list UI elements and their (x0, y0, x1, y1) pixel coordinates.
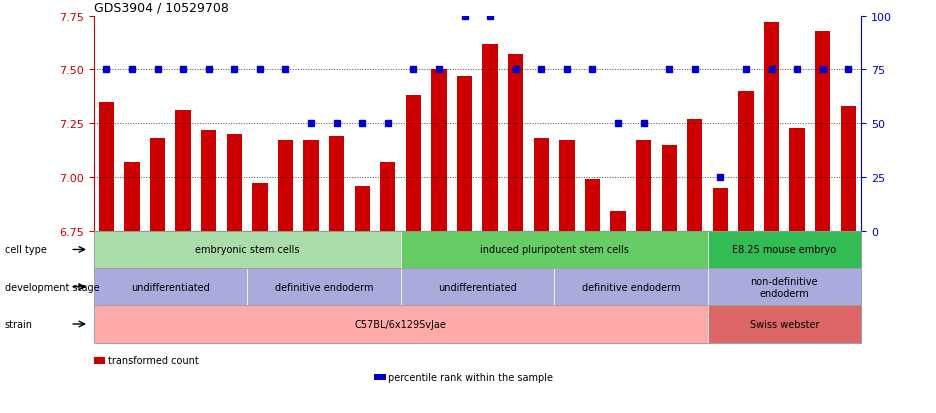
Text: strain: strain (5, 319, 33, 329)
Text: transformed count: transformed count (108, 356, 198, 366)
Bar (739, 92, 753, 231)
Bar (457, 77, 473, 231)
Text: Swiss webster: Swiss webster (750, 319, 819, 329)
Text: undifferentiated: undifferentiated (438, 282, 517, 292)
Text: undifferentiated: undifferentiated (131, 282, 210, 292)
Bar (585, 180, 600, 231)
Bar (610, 212, 626, 231)
Bar (431, 70, 446, 231)
Bar (201, 131, 216, 231)
Bar (329, 137, 344, 231)
Bar (124, 163, 139, 231)
Text: C57BL/6x129SvJae: C57BL/6x129SvJae (355, 319, 446, 329)
Bar (405, 96, 421, 231)
Text: definitive endoderm: definitive endoderm (274, 282, 373, 292)
Bar (508, 55, 523, 231)
Bar (98, 102, 114, 231)
Bar (687, 120, 703, 231)
Text: embryonic stem cells: embryonic stem cells (195, 245, 300, 255)
Bar (355, 186, 370, 231)
Bar (662, 145, 677, 231)
Bar (252, 184, 268, 231)
Bar (227, 135, 242, 231)
Bar (380, 163, 396, 231)
Bar (534, 139, 549, 231)
Bar (559, 141, 575, 231)
Text: percentile rank within the sample: percentile rank within the sample (388, 372, 553, 382)
Text: induced pluripotent stem cells: induced pluripotent stem cells (479, 245, 629, 255)
Text: development stage: development stage (5, 282, 99, 292)
Bar (712, 188, 728, 231)
Bar (815, 31, 830, 231)
Text: non-definitive
endoderm: non-definitive endoderm (751, 276, 818, 298)
Bar (482, 45, 498, 231)
Bar (764, 23, 780, 231)
Text: E8.25 mouse embryo: E8.25 mouse embryo (732, 245, 837, 255)
Bar (789, 128, 805, 231)
Bar (636, 141, 651, 231)
Bar (303, 141, 319, 231)
Text: GDS3904 / 10529708: GDS3904 / 10529708 (94, 1, 228, 14)
Text: definitive endoderm: definitive endoderm (581, 282, 680, 292)
Bar (150, 139, 166, 231)
Bar (841, 107, 856, 231)
Text: cell type: cell type (5, 245, 47, 255)
Bar (278, 141, 293, 231)
Bar (175, 111, 191, 231)
